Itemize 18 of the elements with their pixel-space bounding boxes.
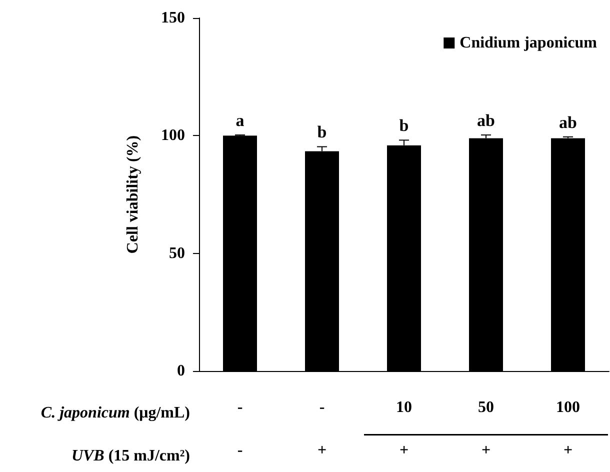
category-label: 50 +	[478, 399, 494, 459]
y-tick-label: 50	[169, 244, 185, 262]
category-label: - +	[317, 399, 327, 459]
category-label: 10 +	[396, 399, 412, 459]
data-label: ab	[559, 112, 577, 132]
data-label: ab	[477, 110, 495, 130]
text: C. japonicum (μg/mL)	[40, 404, 190, 422]
category-label: - -	[237, 399, 243, 459]
legend-label: Cnidium japonicum	[460, 34, 598, 52]
data-label: a	[236, 110, 245, 130]
y-axis-title: Cell viability (%)	[124, 135, 142, 254]
text: UVB (15 mJ/cm²)	[71, 448, 190, 464]
y-tick-label: 100	[161, 127, 185, 144]
y-tick-label: 150	[161, 10, 185, 26]
data-label: b	[399, 116, 409, 136]
category-label: 100 +	[556, 399, 580, 459]
y-tick-label: 0	[177, 362, 185, 380]
data-label: b	[317, 122, 327, 142]
